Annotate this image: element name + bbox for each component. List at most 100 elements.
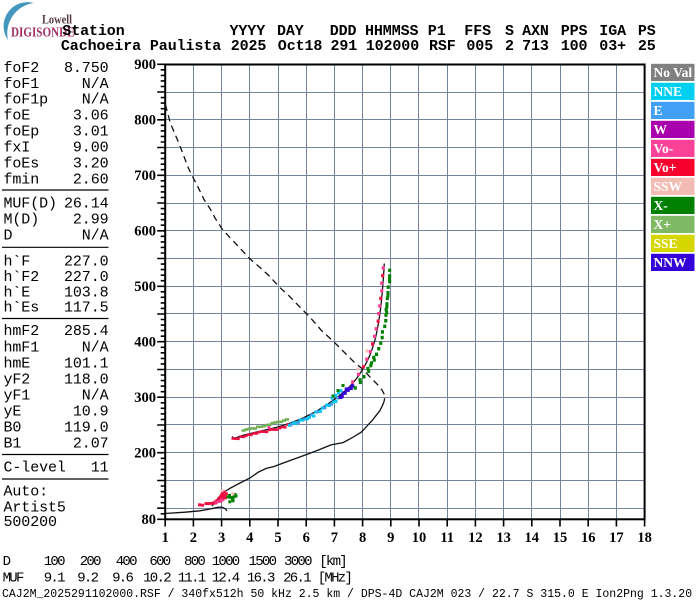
svg-text:foF1: foF1 xyxy=(4,76,40,93)
svg-text:Station: Station xyxy=(62,23,124,40)
svg-text:2025: 2025 xyxy=(231,38,267,55)
svg-text:foF2: foF2 xyxy=(4,60,40,77)
svg-text:4: 4 xyxy=(246,530,253,546)
svg-text:foF1p: foF1p xyxy=(4,92,49,109)
svg-text:C-level: C-level xyxy=(4,460,66,477)
svg-text:285.4: 285.4 xyxy=(64,323,109,340)
svg-text:03+: 03+ xyxy=(599,38,626,55)
svg-text:h`E: h`E xyxy=(4,284,31,301)
svg-text:119.0: 119.0 xyxy=(64,420,109,437)
svg-text:200: 200 xyxy=(80,554,101,570)
svg-text:5: 5 xyxy=(274,530,281,546)
svg-text:[km]: [km] xyxy=(319,554,346,570)
svg-text:1500: 1500 xyxy=(249,554,277,570)
svg-text:10.9: 10.9 xyxy=(73,404,109,421)
svg-text:RSF: RSF xyxy=(429,38,456,55)
svg-text:N/A: N/A xyxy=(82,76,109,93)
svg-text:foEs: foEs xyxy=(4,155,40,172)
svg-text:h`F: h`F xyxy=(4,254,31,271)
svg-text:11: 11 xyxy=(91,460,109,477)
svg-text:CAJ2M_2025291102000.RSF / 340f: CAJ2M_2025291102000.RSF / 340fx512h 50 k… xyxy=(2,588,692,600)
svg-text:2.99: 2.99 xyxy=(73,212,109,229)
svg-text:101.1: 101.1 xyxy=(64,355,109,372)
svg-text:227.0: 227.0 xyxy=(64,254,109,271)
svg-text:hmF1: hmF1 xyxy=(4,339,40,356)
svg-text:713: 713 xyxy=(522,38,549,55)
svg-text:103.8: 103.8 xyxy=(64,284,109,301)
svg-text:15: 15 xyxy=(553,530,568,546)
svg-text:FFS: FFS xyxy=(464,23,491,40)
svg-text:600: 600 xyxy=(134,224,156,240)
svg-text:MUF: MUF xyxy=(3,571,24,587)
svg-text:200: 200 xyxy=(134,445,156,461)
svg-text:3000: 3000 xyxy=(284,554,312,570)
svg-text:8: 8 xyxy=(359,530,366,546)
svg-text:Vo+: Vo+ xyxy=(654,160,677,175)
svg-text:291: 291 xyxy=(331,38,358,55)
svg-text:7: 7 xyxy=(331,530,338,546)
svg-text:800: 800 xyxy=(184,554,205,570)
svg-text:800: 800 xyxy=(134,113,156,129)
svg-text:NNW: NNW xyxy=(654,255,687,270)
svg-text:IGA: IGA xyxy=(599,23,626,40)
svg-text:600: 600 xyxy=(149,554,170,570)
svg-text:YYYY: YYYY xyxy=(230,23,266,40)
svg-text:No Val: No Val xyxy=(654,65,693,80)
svg-text:Lowell: Lowell xyxy=(42,13,72,27)
svg-text:DIGISONDE: DIGISONDE xyxy=(11,25,75,40)
svg-text:DAY: DAY xyxy=(277,23,304,40)
svg-text:16.3: 16.3 xyxy=(247,571,275,587)
svg-text:yF2: yF2 xyxy=(4,371,31,388)
svg-text:PPS: PPS xyxy=(561,23,588,40)
svg-text:Vo-: Vo- xyxy=(654,141,674,156)
svg-text:D: D xyxy=(4,228,13,245)
svg-text:10: 10 xyxy=(412,530,427,546)
svg-text:3.01: 3.01 xyxy=(73,124,109,141)
svg-text:X+: X+ xyxy=(654,217,671,232)
svg-text:hmF2: hmF2 xyxy=(4,323,40,340)
svg-text:yF1: yF1 xyxy=(4,388,31,405)
svg-text:12.4: 12.4 xyxy=(212,571,240,587)
svg-text:900: 900 xyxy=(134,57,156,73)
svg-text:SSW: SSW xyxy=(654,179,683,194)
svg-text:26.14: 26.14 xyxy=(64,196,109,213)
svg-text:h`F2: h`F2 xyxy=(4,269,40,286)
svg-text:2.60: 2.60 xyxy=(73,171,109,188)
svg-text:AXN: AXN xyxy=(522,23,549,40)
svg-text:N/A: N/A xyxy=(82,339,109,356)
svg-text:[MHz]: [MHz] xyxy=(318,571,352,587)
svg-text:005: 005 xyxy=(466,38,493,55)
svg-text:10.2: 10.2 xyxy=(143,571,171,587)
svg-text:fxI: fxI xyxy=(4,140,31,157)
svg-text:14: 14 xyxy=(525,530,540,546)
svg-text:1000: 1000 xyxy=(212,554,240,570)
svg-text:foEp: foEp xyxy=(4,124,40,141)
svg-text:500: 500 xyxy=(134,279,156,295)
svg-text:B0: B0 xyxy=(4,420,22,437)
svg-text:12: 12 xyxy=(468,530,483,546)
svg-text:26.1: 26.1 xyxy=(283,571,311,587)
svg-text:500200: 500200 xyxy=(4,514,58,531)
svg-text:E: E xyxy=(654,103,663,118)
svg-text:700: 700 xyxy=(134,168,156,184)
svg-text:3.20: 3.20 xyxy=(73,155,109,172)
svg-text:13: 13 xyxy=(496,530,511,546)
svg-text:2.07: 2.07 xyxy=(73,436,109,453)
svg-text:SSE: SSE xyxy=(654,236,678,251)
svg-text:D: D xyxy=(3,554,11,570)
svg-text:S: S xyxy=(505,23,514,40)
svg-text:3.06: 3.06 xyxy=(73,108,109,125)
svg-text:117.5: 117.5 xyxy=(64,300,109,317)
svg-text:18: 18 xyxy=(637,530,652,546)
svg-text:1: 1 xyxy=(162,530,169,546)
svg-text:17: 17 xyxy=(609,530,624,546)
svg-text:3: 3 xyxy=(218,530,225,546)
svg-text:102000: 102000 xyxy=(366,38,420,55)
svg-text:400: 400 xyxy=(116,554,137,570)
svg-text:16: 16 xyxy=(581,530,596,546)
svg-text:300: 300 xyxy=(134,390,156,406)
svg-text:HHMMSS: HHMMSS xyxy=(365,23,419,40)
svg-text:80: 80 xyxy=(142,512,157,528)
svg-text:NNE: NNE xyxy=(654,84,683,99)
svg-text:11.1: 11.1 xyxy=(178,571,206,587)
